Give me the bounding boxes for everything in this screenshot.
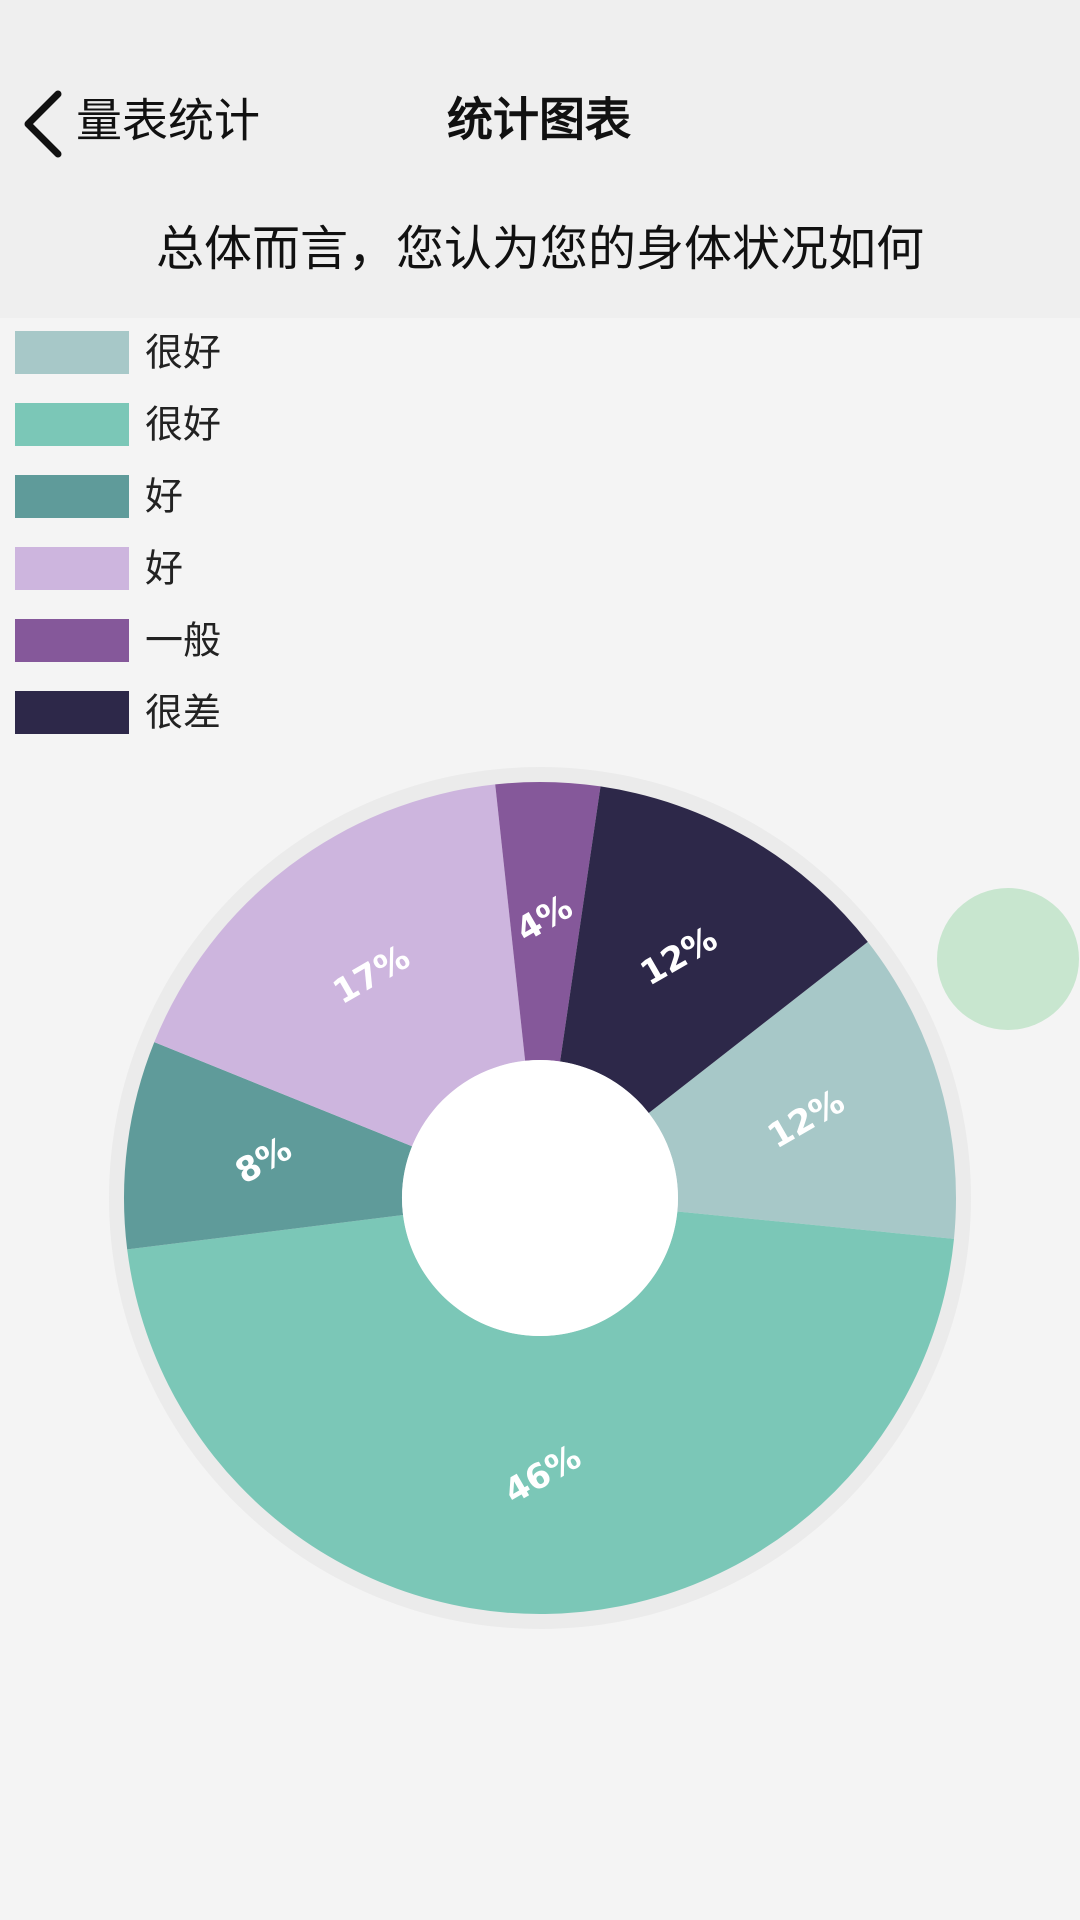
donut-hole bbox=[402, 1060, 678, 1336]
pie-slice bbox=[154, 784, 526, 1147]
pie-slice bbox=[127, 1211, 954, 1614]
floating-button[interactable] bbox=[937, 888, 1079, 1030]
legend-label: 很好 bbox=[145, 331, 221, 375]
legend-label: 很好 bbox=[145, 403, 221, 447]
pie-slice bbox=[560, 786, 868, 1114]
pie-slice bbox=[124, 1042, 413, 1250]
back-label[interactable]: 量表统计 bbox=[76, 94, 260, 148]
back-arrow[interactable] bbox=[24, 90, 62, 158]
legend-swatch bbox=[15, 331, 129, 374]
legend-swatch bbox=[15, 691, 129, 734]
pie-slice bbox=[495, 782, 601, 1062]
legend-label: 很差 bbox=[145, 691, 221, 735]
legend-swatch bbox=[15, 403, 129, 446]
legend-swatch bbox=[15, 619, 129, 662]
legend-label: 一般 bbox=[145, 619, 221, 663]
back-button[interactable]: 量表统计 bbox=[24, 90, 260, 158]
legend-label: 好 bbox=[145, 475, 183, 519]
legend-swatch bbox=[15, 475, 129, 518]
pie-slice bbox=[648, 941, 956, 1239]
legend-label: 好 bbox=[145, 547, 183, 591]
header-bg bbox=[0, 0, 1080, 318]
pie-chart: 12%46%8%17%4% 12% bbox=[109, 767, 971, 1629]
legend-swatch bbox=[15, 547, 129, 590]
page-title: 统计图表 bbox=[447, 93, 631, 147]
chart-title: 总体而言，您认为您的身体状况如何 bbox=[156, 221, 924, 277]
